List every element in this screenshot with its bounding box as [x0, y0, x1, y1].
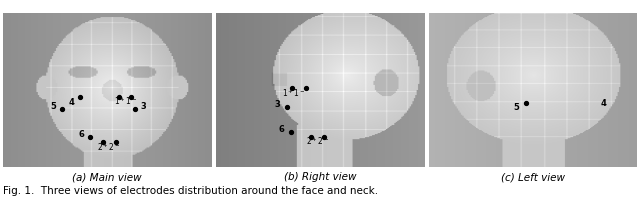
Text: 3: 3 — [275, 100, 280, 109]
Text: $2^+2^-$: $2^+2^-$ — [306, 136, 330, 147]
Text: $1^+1^-$: $1^+1^-$ — [282, 87, 305, 99]
Text: 6: 6 — [78, 130, 84, 139]
Text: 4: 4 — [68, 98, 75, 107]
Text: 6: 6 — [279, 125, 285, 134]
Text: 5: 5 — [50, 102, 56, 111]
Text: Fig. 1.  Three views of electrodes distribution around the face and neck.: Fig. 1. Three views of electrodes distri… — [3, 186, 378, 196]
Text: 3: 3 — [141, 102, 146, 111]
Text: 4: 4 — [601, 99, 607, 108]
Text: (c) Left view: (c) Left view — [501, 172, 565, 182]
Text: (a) Main view: (a) Main view — [72, 172, 141, 182]
Text: 5: 5 — [514, 103, 520, 112]
Text: $1^+1^-$: $1^+1^-$ — [115, 96, 138, 107]
Text: $2^+2^-$: $2^+2^-$ — [97, 141, 121, 153]
Text: (b) Right view: (b) Right view — [284, 172, 356, 182]
